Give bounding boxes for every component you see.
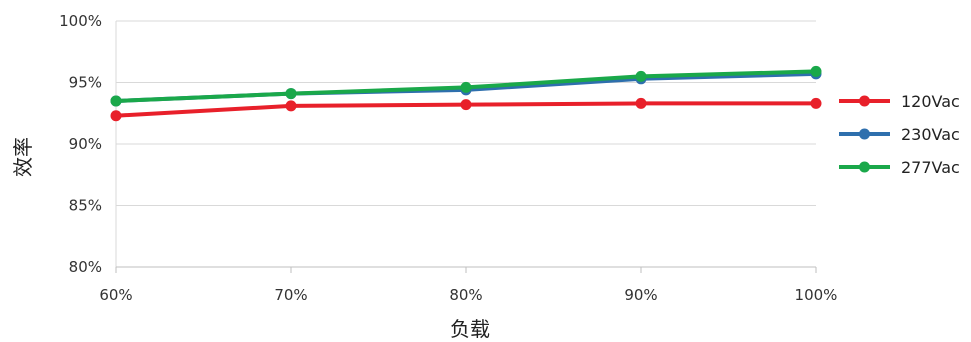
x-tick-label: 90% [624, 286, 657, 304]
x-tick-label: 60% [99, 286, 132, 304]
y-tick-label: 90% [69, 135, 102, 153]
data-point-120Vac [110, 110, 122, 122]
data-point-120Vac [810, 97, 822, 109]
y-axis-title: 效率 [11, 137, 35, 177]
x-tick-labels: 60% 70% 80% 90% 100% [99, 286, 837, 304]
y-tick-labels: 80% 85% 90% 95% 100% [59, 12, 102, 276]
legend-swatch-marker [859, 95, 870, 107]
y-tick-label: 80% [69, 258, 102, 276]
x-tick-label: 100% [795, 286, 838, 304]
data-point-277Vac [460, 81, 472, 93]
series-lines [110, 65, 822, 122]
legend-swatch-marker [859, 128, 870, 140]
grid-lines [116, 20, 816, 206]
x-tick-label: 80% [449, 286, 482, 304]
legend-label: 230Vac [901, 125, 960, 144]
data-point-120Vac [285, 100, 297, 112]
data-point-120Vac [460, 99, 472, 111]
data-point-277Vac [110, 95, 122, 107]
data-point-120Vac [635, 97, 647, 109]
legend-label: 120Vac [901, 92, 960, 111]
y-tick-label: 85% [69, 197, 102, 215]
x-axis-title: 负载 [450, 317, 490, 341]
legend-label: 277Vac [901, 158, 960, 177]
axes [115, 21, 817, 273]
legend-swatch-marker [859, 161, 870, 173]
data-point-277Vac [635, 70, 647, 82]
legend: 120Vac 230Vac 277Vac [839, 92, 960, 177]
y-tick-label: 100% [59, 12, 102, 30]
x-tick-label: 70% [274, 286, 307, 304]
y-tick-label: 95% [69, 74, 102, 92]
data-point-277Vac [810, 65, 822, 77]
data-point-277Vac [285, 88, 297, 100]
